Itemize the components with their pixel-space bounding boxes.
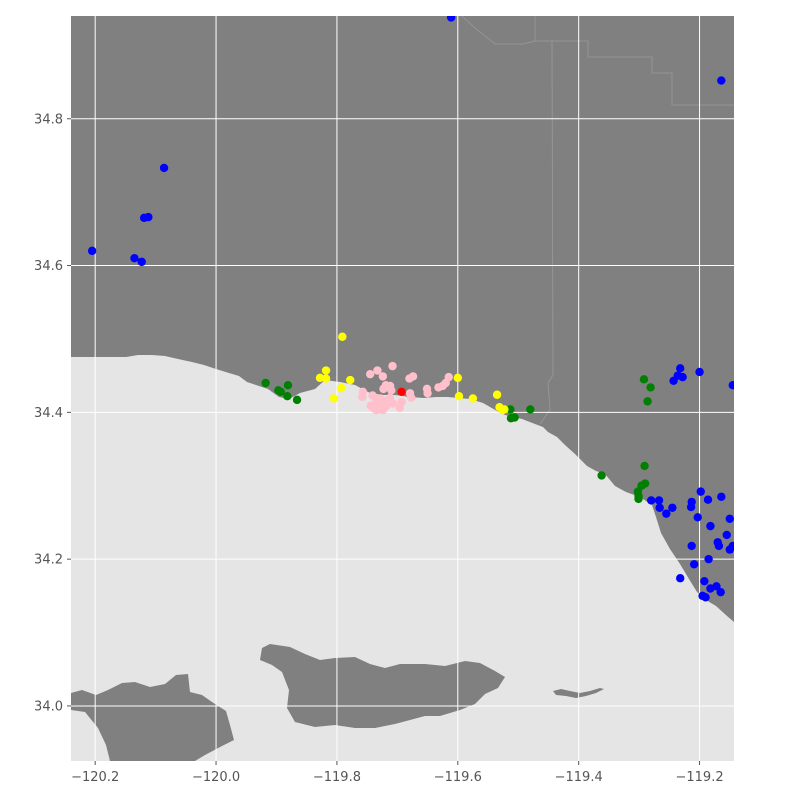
map-point <box>695 367 704 377</box>
map-point <box>717 492 726 501</box>
map-point <box>526 405 535 414</box>
map-point <box>669 376 678 385</box>
mainland-landmass <box>71 16 734 622</box>
map-point <box>276 387 285 397</box>
axis-ticks: −120.2 −120.0 −119.8 −119.6 −119.4 −119.2 34.0… <box>34 112 724 785</box>
map-point <box>725 514 734 523</box>
map-point <box>703 495 713 504</box>
map-point <box>500 405 509 414</box>
map-point <box>662 509 671 518</box>
map-point <box>358 392 367 402</box>
y-tick-label: 34.2 <box>34 553 63 568</box>
map-point <box>634 494 643 504</box>
map-point <box>365 369 375 379</box>
santa-cruz-island <box>260 644 505 728</box>
map-point <box>387 386 396 395</box>
map-point <box>87 246 97 256</box>
map-point <box>379 384 388 394</box>
location-points <box>87 16 734 602</box>
map-point <box>725 545 734 554</box>
x-tick-label: −119.4 <box>555 770 603 785</box>
map-point <box>678 372 687 382</box>
map-point <box>689 560 699 569</box>
map-point <box>701 593 710 602</box>
map-point <box>693 513 702 522</box>
map-point <box>139 213 149 223</box>
map-point <box>261 378 270 388</box>
map-point <box>655 503 664 512</box>
map-point <box>676 574 685 583</box>
map-point <box>434 383 443 392</box>
map-point <box>640 479 650 488</box>
map-point <box>643 397 652 406</box>
x-tick-label: −119.2 <box>675 770 723 785</box>
map-point <box>717 76 726 85</box>
map-point <box>423 389 432 398</box>
x-tick-label: −120.2 <box>71 770 119 785</box>
map-point <box>408 372 418 381</box>
x-tick-label: −119.8 <box>313 770 361 785</box>
map-point <box>395 403 404 413</box>
map-point <box>728 380 734 390</box>
map-point <box>346 375 355 385</box>
map-point <box>453 373 463 383</box>
map-point <box>378 405 388 415</box>
map-point <box>640 461 649 471</box>
map-point <box>646 383 655 392</box>
map-point <box>700 576 709 586</box>
map-point <box>687 541 696 551</box>
map-point <box>696 487 705 496</box>
map-point <box>373 366 382 375</box>
map-point <box>706 521 715 531</box>
map-point <box>716 587 725 597</box>
map-point <box>647 496 656 505</box>
map-point <box>366 401 375 410</box>
x-tick-label: −119.6 <box>434 770 482 785</box>
map-point <box>668 503 677 512</box>
y-tick-label: 34.0 <box>34 699 63 714</box>
map-point <box>338 332 347 341</box>
map-point <box>446 16 456 22</box>
map-point <box>159 163 169 173</box>
map-point <box>130 254 139 263</box>
county-boundaries <box>461 16 734 425</box>
map-point <box>283 392 292 401</box>
map-point <box>686 502 696 512</box>
map-point <box>704 554 713 564</box>
map-point <box>321 374 331 383</box>
map-point <box>454 392 464 401</box>
y-tick-label: 34.4 <box>34 406 63 421</box>
map-point <box>137 257 146 267</box>
map-point <box>706 584 715 593</box>
map-point <box>722 530 731 540</box>
map-point <box>639 375 649 384</box>
map-point <box>329 394 339 403</box>
map-point <box>378 372 388 381</box>
map-point <box>506 405 515 414</box>
map-point <box>676 364 685 373</box>
map-point <box>336 383 346 393</box>
map-point <box>597 471 606 480</box>
map-point <box>397 387 406 397</box>
map-point <box>321 366 331 375</box>
map-point <box>492 390 502 399</box>
x-tick-label: −120.0 <box>192 770 240 785</box>
gridlines <box>71 16 734 761</box>
map-point <box>407 393 416 402</box>
map-point <box>283 380 293 390</box>
map-point <box>714 541 724 551</box>
map-point <box>654 496 664 505</box>
y-tick-label: 34.8 <box>34 112 63 127</box>
map-point <box>292 395 302 405</box>
map-point <box>468 394 478 403</box>
map-point <box>510 413 519 422</box>
y-tick-label: 34.6 <box>34 259 63 274</box>
map-point <box>388 399 398 408</box>
map-point <box>388 361 397 371</box>
santa-rosa-island <box>71 674 234 761</box>
